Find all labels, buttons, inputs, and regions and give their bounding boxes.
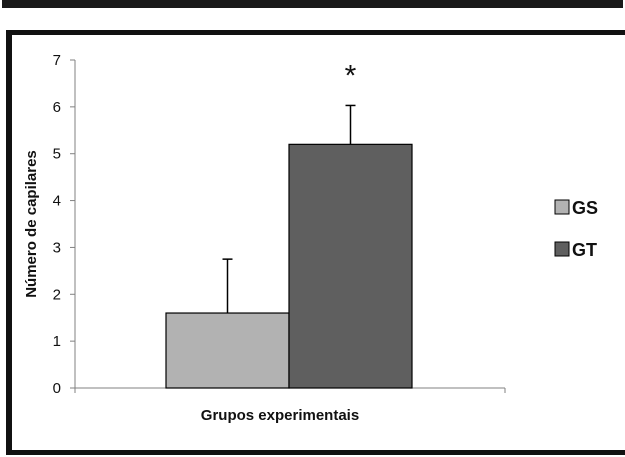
error-bars — [222, 104, 356, 314]
y-tick-label: 7 — [53, 52, 61, 69]
y-tick-label: 5 — [53, 146, 61, 163]
x-axis — [74, 387, 506, 393]
legend-label-gs: GS — [572, 198, 598, 218]
y-axis: 0 1 2 3 4 5 6 7 — [53, 52, 76, 397]
bar-gs — [165, 312, 290, 389]
y-axis-title: Número de capilares — [23, 150, 40, 298]
y-tick-label: 0 — [53, 380, 61, 397]
y-tick-label: 2 — [53, 286, 61, 303]
y-tick-label: 1 — [53, 333, 61, 350]
legend-swatch-gt — [554, 241, 570, 257]
legend: GS GT — [554, 198, 598, 260]
legend-label-gt: GT — [572, 240, 597, 260]
x-axis-title: Grupos experimentais — [201, 407, 359, 424]
top-rule — [2, 0, 623, 8]
legend-swatch-gs — [554, 199, 570, 215]
chart-frame — [6, 30, 625, 455]
y-tick-label: 3 — [53, 239, 61, 256]
bars — [165, 143, 413, 389]
y-tick-label: 4 — [53, 193, 61, 210]
y-tick-label: 6 — [53, 99, 61, 116]
significance-asterisk: * — [345, 59, 357, 92]
bar-gt — [288, 143, 413, 389]
